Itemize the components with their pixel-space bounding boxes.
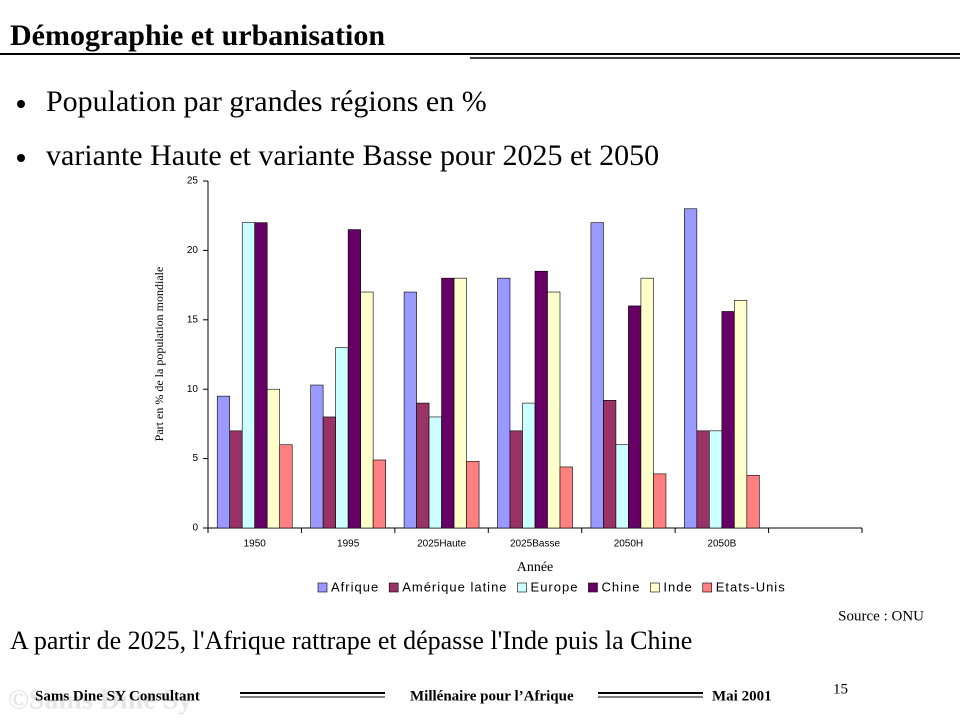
footer-right: Mai 2001: [712, 688, 772, 704]
x-tick-label: 2025Haute: [417, 539, 466, 550]
y-tick-label: 0: [192, 523, 198, 534]
legend-swatch: [650, 582, 660, 593]
bar: [216, 395, 231, 529]
bar: [590, 222, 604, 529]
y-tick-label: 25: [187, 176, 199, 187]
bar: [721, 311, 735, 529]
bar: [372, 459, 386, 529]
chart: 0 5 10 15 20 25 1950 1995 2025Haute 2025Basse 2050…: [152, 176, 863, 594]
x-tick-label: 2025Basse: [510, 539, 560, 550]
y-tick-label: 15: [187, 314, 199, 325]
bar: [453, 277, 467, 529]
x-axis-title: Année: [517, 560, 554, 575]
bar: [559, 466, 573, 529]
bar: [403, 291, 417, 529]
legend-swatch: [388, 582, 399, 593]
bar: [279, 444, 293, 529]
x-tick-label: 2050H: [614, 539, 643, 550]
y-tick-label: 20: [187, 245, 199, 256]
legend-label: Amérique latine: [402, 579, 507, 594]
bar: [241, 222, 256, 529]
conclusion: A partir de 2025, l'Afrique rattrape et …: [10, 626, 692, 655]
bar: [497, 277, 511, 529]
bar: [628, 305, 642, 529]
y-tick-label: 5: [192, 453, 198, 464]
bar: [684, 208, 698, 529]
legend-label: Afrique: [331, 579, 379, 594]
legend-label: Etats-Unis: [716, 579, 786, 594]
bullet: [17, 100, 25, 108]
bullet-text: Population par grandes régions en %: [46, 85, 487, 118]
x-tick-label: 2050B: [707, 539, 736, 550]
legend-swatch: [588, 582, 598, 593]
bar: [522, 402, 536, 529]
bullet-text: variante Haute et variante Basse pour 20…: [46, 139, 659, 172]
legend-swatch: [317, 582, 328, 593]
bar: [615, 444, 629, 529]
bar: [746, 474, 760, 529]
bar: [603, 400, 617, 529]
legend-label: Chine: [601, 579, 640, 594]
bar: [534, 270, 548, 529]
bar: [696, 430, 710, 529]
legend-swatch: [517, 582, 527, 593]
footer-center: Millénaire pour l’Afrique: [410, 688, 574, 704]
bar: [653, 473, 667, 529]
slide-title: Démographie et urbanisation: [10, 19, 385, 52]
page-number: 15: [833, 681, 848, 697]
bar: [509, 430, 523, 529]
x-tick-label: 1995: [337, 539, 360, 550]
bar: [547, 291, 561, 529]
bar: [322, 416, 336, 529]
bar: [441, 277, 455, 529]
bar: [428, 416, 442, 529]
legend-label: Europe: [531, 579, 579, 594]
bar: [229, 430, 243, 529]
bar: [466, 461, 480, 529]
bar: [310, 384, 324, 529]
source: Source : ONU: [838, 608, 924, 624]
bar: [734, 300, 748, 529]
y-axis-title: Part en % de la population mondiale: [152, 267, 166, 442]
legend-label: Inde: [663, 579, 692, 594]
watermark: ©Sams Dine Sy: [8, 684, 192, 715]
y-tick-label: 10: [187, 384, 199, 395]
bar: [266, 388, 281, 529]
bar: [360, 291, 374, 529]
bar: [640, 277, 654, 529]
footer-left: Sams Dine SY Consultant: [35, 688, 200, 704]
bar: [347, 229, 361, 529]
x-tick-label: 1950: [244, 539, 267, 550]
legend-swatch: [702, 582, 713, 593]
bar: [709, 430, 723, 529]
bar: [416, 402, 430, 529]
bullet: [17, 154, 25, 162]
bar: [335, 347, 349, 529]
bar: [254, 222, 268, 529]
